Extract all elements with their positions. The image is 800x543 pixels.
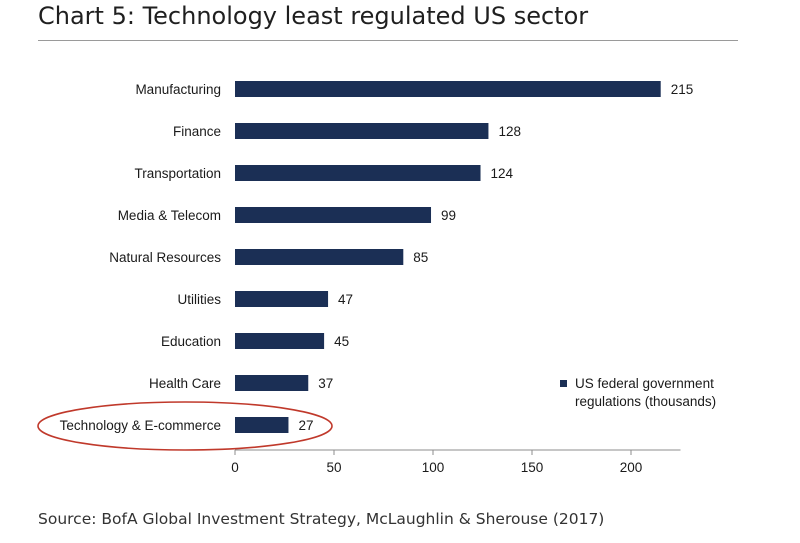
data-label: 99 <box>441 208 456 223</box>
category-label: Manufacturing <box>135 82 221 97</box>
legend-swatch <box>560 380 567 387</box>
data-label: 85 <box>413 250 428 265</box>
bar-chart: Manufacturing Finance Transportation Media … <box>37 81 716 475</box>
x-axis-ticks: 0 50 100 150 200 <box>231 450 642 475</box>
x-tick-label: 50 <box>326 460 341 475</box>
bar <box>235 123 489 139</box>
bar <box>235 207 432 223</box>
bar <box>235 333 325 349</box>
data-label: 215 <box>671 82 694 97</box>
highlight-ellipse <box>37 401 333 451</box>
bar <box>235 291 329 307</box>
category-label: Education <box>161 334 221 349</box>
category-label: Utilities <box>177 292 221 307</box>
bar <box>235 81 661 97</box>
legend-label-line-1: US federal government <box>575 376 714 391</box>
category-label: Technology & E-commerce <box>60 418 221 433</box>
data-label: 47 <box>338 292 353 307</box>
source-note: Source: BofA Global Investment Strategy,… <box>38 510 605 528</box>
x-tick-label: 100 <box>422 460 445 475</box>
category-label: Media & Telecom <box>118 208 221 223</box>
bar <box>235 375 309 391</box>
legend: US federal government regulations (thous… <box>560 376 716 409</box>
data-label: 124 <box>491 166 514 181</box>
bar <box>235 417 289 433</box>
data-label: 37 <box>318 376 333 391</box>
x-tick-label: 0 <box>231 460 239 475</box>
data-label: 27 <box>298 418 313 433</box>
category-label: Finance <box>173 124 221 139</box>
category-label: Health Care <box>149 376 221 391</box>
bars-group <box>235 81 661 433</box>
data-label: 128 <box>498 124 521 139</box>
legend-label-line-2: regulations (thousands) <box>575 394 716 409</box>
x-tick-label: 150 <box>521 460 544 475</box>
category-label: Natural Resources <box>109 250 221 265</box>
data-label: 45 <box>334 334 349 349</box>
category-labels: Manufacturing Finance Transportation Media … <box>60 82 222 433</box>
category-label: Transportation <box>134 166 221 181</box>
title-divider <box>38 40 738 41</box>
bar <box>235 165 481 181</box>
bar <box>235 249 404 265</box>
x-tick-label: 200 <box>620 460 643 475</box>
value-labels: 215 128 124 99 85 47 45 37 27 <box>298 82 693 433</box>
chart-title: Chart 5: Technology least regulated US s… <box>38 2 589 30</box>
